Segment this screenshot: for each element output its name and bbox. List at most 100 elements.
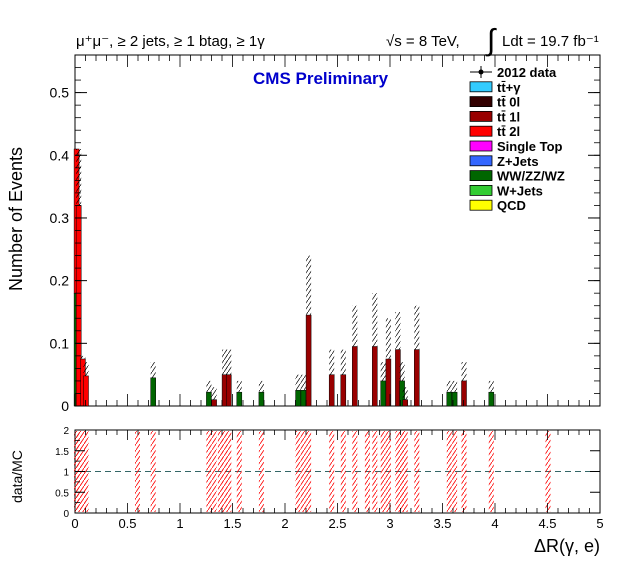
ratio-uncertainty-band-30	[488, 431, 494, 512]
ratio-uncertainty-band-8	[217, 431, 223, 512]
uncertainty-band-21	[399, 362, 405, 381]
x-tick-label: 4	[491, 516, 498, 531]
uncertainty-band-19	[385, 318, 391, 359]
bar-diboson-4	[150, 377, 156, 407]
legend-label: tt̄ 0l	[497, 95, 520, 110]
ratio-uncertainty-band-28	[452, 431, 458, 512]
ratio-uncertainty-band-23	[395, 431, 401, 512]
ratio-y-axis-title: data/MC	[9, 450, 25, 503]
main-y-axis-title: Number of Events	[6, 147, 26, 291]
uncertainty-band-4	[150, 362, 156, 378]
ratio-uncertainty-band-25	[402, 431, 408, 512]
x-tick-label: 0.5	[118, 516, 136, 531]
legend-label: 2012 data	[497, 65, 557, 80]
uncertainty-band-7	[222, 349, 228, 375]
uncertainty-band-17	[372, 293, 378, 347]
ratio-x-axis: 0 0.5 1 1.5 2 2.5 3 3.5 4 4.5 5	[71, 430, 604, 531]
ratio-uncertainty-band-4	[135, 431, 140, 512]
ratio-uncertainty-band-9	[222, 431, 228, 512]
selection-label: μ⁺μ⁻, ≥ 2 jets, ≥ 1 btag, ≥ 1γ	[76, 33, 265, 50]
main-y-tick-label: 0	[61, 398, 69, 414]
lumi-label: Ldt = 19.7 fb⁻¹	[502, 33, 599, 50]
main-y-tick-label: 0.5	[50, 85, 70, 101]
ratio-uncertainty-band-14	[300, 431, 306, 512]
legend-label: WW/ZZ/WZ	[497, 169, 565, 184]
uncertainty-band-16	[352, 305, 358, 347]
main-x-axis	[74, 55, 601, 406]
x-tick-label: 0	[71, 516, 78, 531]
legend-label: tt̄ 2l	[497, 124, 520, 139]
x-tick-label: 5	[596, 516, 603, 531]
legend-swatch-tt_1l	[469, 111, 493, 122]
ratio-uncertainty-band-17	[340, 431, 346, 512]
ratio-uncertainty-band-3	[83, 431, 89, 512]
legend-swatch-ttgamma	[469, 81, 493, 93]
ratio-uncertainty-band-19	[364, 431, 370, 512]
uncertainty-band-25	[452, 380, 458, 393]
bar-diboson-25	[451, 391, 458, 407]
uncertainty-band-22	[402, 387, 408, 400]
ratio-uncertainty-band-22	[385, 431, 391, 512]
ratio-uncertainty-band-26	[414, 431, 420, 512]
ratio-y-tick-label: 1	[63, 468, 69, 479]
bar-tt_2l-3	[83, 375, 89, 407]
ratio-uncertainty-band-29	[461, 431, 467, 512]
bar-tt_1l-8	[226, 374, 232, 407]
uncertainty-band-10	[258, 380, 264, 393]
uncertainty-band-18	[380, 362, 386, 381]
uncertainty-band-2	[80, 355, 86, 359]
legend-swatch-zjets	[469, 155, 493, 167]
uncertainty-band-6	[211, 387, 217, 400]
main-y-tick-label: 0.4	[50, 147, 70, 163]
x-tick-label: 2	[281, 516, 288, 531]
uncertainty-band-23	[414, 305, 420, 350]
legend-swatch-single_top	[469, 140, 493, 152]
bar-diboson-10	[258, 391, 265, 407]
legend-swatch-tt_0l	[469, 96, 493, 107]
ratio-uncertainty-band-27	[446, 431, 452, 512]
ratio-y-tick-label: 0	[63, 509, 69, 520]
uncertainty-band-1	[76, 149, 82, 206]
legend-label: Z+Jets	[497, 154, 539, 169]
legend-swatch-diboson	[469, 170, 493, 182]
legend-label: QCD	[497, 198, 526, 213]
legend-swatch-wjets	[469, 184, 493, 196]
x-axis-title: ΔR(γ, e)	[534, 536, 600, 556]
main-panel: 0 0.1 0.2 0.3 0.4 0.5 Number of Events CMS Pr…	[6, 54, 601, 414]
legend-swatch-tt_2l	[469, 125, 493, 137]
legend-data-marker	[478, 69, 484, 75]
legend-label: W+Jets	[497, 183, 543, 198]
main-y-tick-label: 0.2	[50, 273, 70, 289]
ratio-uncertainty-band-24	[399, 431, 405, 512]
ratio-y-tick-label: 1.5	[55, 447, 69, 458]
ratio-uncertainty-band-18	[352, 431, 358, 512]
x-tick-label: 2.5	[328, 516, 346, 531]
bar-tt_1l-26	[461, 380, 467, 407]
uncertainty-band-5	[206, 380, 212, 393]
main-y-axis: 0 0.1 0.2 0.3 0.4 0.5	[50, 67, 600, 414]
bar-diboson-9	[236, 391, 243, 407]
uncertainty-band-3	[83, 362, 89, 376]
ratio-uncertainty-band-12	[258, 431, 264, 512]
ratio-uncertainty-band-20	[372, 431, 378, 512]
bar-diboson-24	[446, 391, 453, 407]
uncertainty-band-11	[295, 374, 301, 391]
uncertainty-band-14	[329, 349, 335, 375]
main-y-tick-label: 0.1	[50, 335, 70, 351]
uncertainty-band-15	[340, 349, 346, 375]
ratio-uncertainty-band-7	[211, 431, 217, 512]
ratio-uncertainty-band-15	[306, 431, 312, 512]
energy-label: √s = 8 TeV,	[386, 33, 460, 50]
uncertainty-band-27	[488, 380, 494, 393]
legend-swatch-qcd	[469, 199, 493, 211]
uncertainty-bands	[74, 149, 494, 400]
cms-preliminary-label: CMS Preliminary	[253, 69, 389, 88]
bar-tt_1l-17	[372, 346, 378, 407]
ratio-uncertainty-band-10	[226, 431, 232, 512]
uncertainty-band-8	[226, 349, 232, 375]
uncertainty-band-24	[446, 380, 452, 393]
ratio-y-tick-label: 0.5	[55, 488, 69, 499]
ratio-uncertainty-band-6	[206, 431, 212, 512]
